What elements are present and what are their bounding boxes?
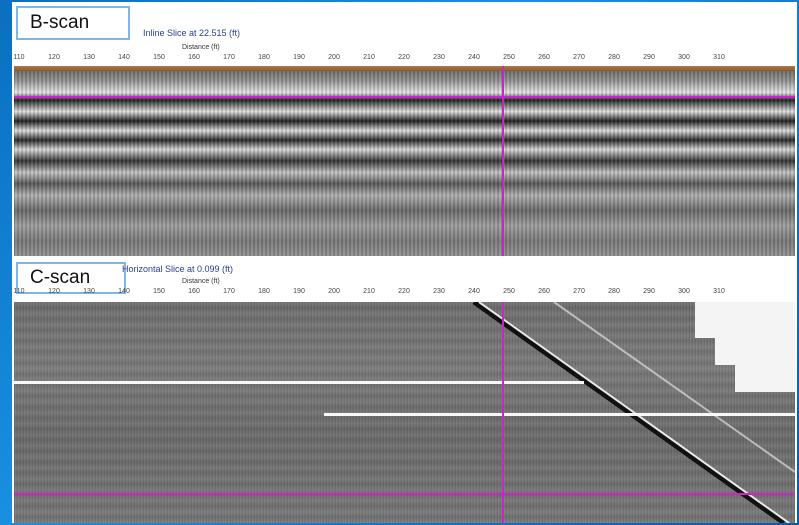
tick-label: 160 — [188, 288, 200, 295]
tick-label: 200 — [328, 288, 340, 295]
tick-label: 280 — [608, 54, 620, 61]
depth-cursor-line[interactable] — [14, 493, 795, 495]
depth-cursor-line[interactable] — [14, 96, 795, 98]
tick-label: 170 — [223, 288, 235, 295]
tick-label: 310 — [713, 54, 725, 61]
tick-label: 300 — [678, 54, 690, 61]
tick-label: 230 — [433, 54, 445, 61]
tick-label: 180 — [258, 54, 270, 61]
cscan-label: C-scan — [16, 262, 126, 294]
bscan-image — [14, 66, 795, 256]
cscan-white-line — [14, 381, 584, 384]
tick-label: 210 — [363, 288, 375, 295]
tick-label: 200 — [328, 54, 340, 61]
tick-label: 110 — [13, 54, 25, 61]
bscan-panel: B-scan Inline Slice at 22.515 (ft) Dista… — [12, 2, 797, 258]
tick-label: 300 — [678, 288, 690, 295]
bscan-axis-label: Distance (ft) — [182, 44, 220, 51]
tick-label: 220 — [398, 288, 410, 295]
tick-label: 310 — [713, 288, 725, 295]
tick-label: 220 — [398, 54, 410, 61]
cscan-image — [14, 302, 795, 523]
tick-label: 190 — [293, 288, 305, 295]
tick-label: 290 — [643, 54, 655, 61]
bscan-label: B-scan — [16, 6, 130, 40]
tick-label: 120 — [48, 288, 60, 295]
tick-label: 140 — [118, 288, 130, 295]
tick-label: 270 — [573, 54, 585, 61]
cscan-panel: C-scan Horizontal Slice at 0.099 (ft) Di… — [12, 258, 797, 523]
tick-label: 280 — [608, 288, 620, 295]
surface-band — [14, 66, 795, 71]
tick-label: 130 — [83, 288, 95, 295]
tick-label: 230 — [433, 288, 445, 295]
tick-label: 140 — [118, 54, 130, 61]
tick-label: 160 — [188, 54, 200, 61]
tick-label: 250 — [503, 54, 515, 61]
tick-label: 110 — [13, 288, 25, 295]
position-cursor-line[interactable] — [502, 66, 504, 256]
tick-label: 180 — [258, 288, 270, 295]
tick-label: 240 — [468, 288, 480, 295]
cscan-radargram[interactable] — [14, 302, 795, 523]
tick-label: 130 — [83, 54, 95, 61]
cscan-diagonal-feature — [472, 302, 795, 523]
tick-label: 210 — [363, 54, 375, 61]
cscan-axis-label: Distance (ft) — [182, 278, 220, 285]
tick-label: 190 — [293, 54, 305, 61]
cscan-white-line — [324, 413, 795, 416]
position-cursor-line[interactable] — [502, 302, 504, 523]
tick-label: 290 — [643, 288, 655, 295]
tick-label: 250 — [503, 288, 515, 295]
tick-label: 260 — [538, 288, 550, 295]
tick-label: 260 — [538, 54, 550, 61]
cscan-slice-title: Horizontal Slice at 0.099 (ft) — [122, 264, 234, 274]
scan-viewer: B-scan Inline Slice at 22.515 (ft) Dista… — [12, 2, 797, 523]
tick-label: 170 — [223, 54, 235, 61]
bscan-radargram[interactable] — [14, 66, 795, 256]
tick-label: 150 — [153, 54, 165, 61]
tick-label: 270 — [573, 288, 585, 295]
bscan-distance-ruler[interactable]: 110 120 130 140 150 160 170 180 190 200 … — [12, 54, 797, 64]
tick-label: 150 — [153, 288, 165, 295]
bscan-slice-title: Inline Slice at 22.515 (ft) — [143, 28, 241, 38]
cscan-distance-ruler[interactable]: 110 120 130 140 150 160 170 180 190 200 … — [12, 288, 797, 298]
tick-label: 120 — [48, 54, 60, 61]
tick-label: 240 — [468, 54, 480, 61]
